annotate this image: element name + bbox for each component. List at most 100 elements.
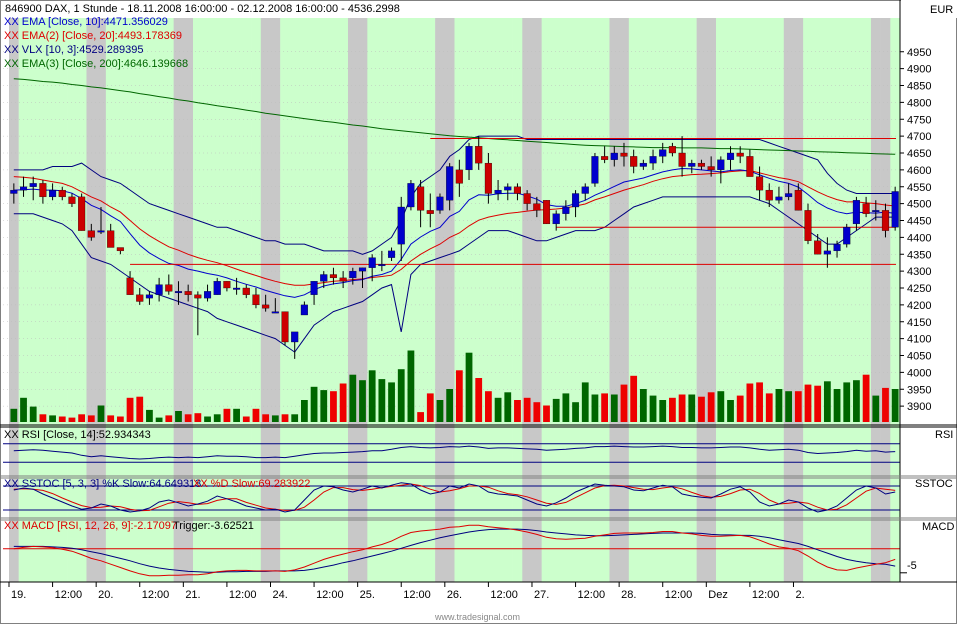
- price-tick-label: 4750: [907, 114, 931, 126]
- price-tick-label: 4600: [907, 165, 931, 177]
- volume-bar: [300, 400, 308, 422]
- volume-bar: [562, 393, 570, 422]
- session-band: [38, 18, 49, 582]
- session-band: [841, 18, 852, 582]
- volume-bar: [494, 397, 502, 422]
- time-tick-label: 19.: [11, 589, 26, 601]
- volume-bar: [378, 379, 386, 422]
- candle-up: [494, 189, 502, 194]
- volume-bar: [746, 383, 754, 422]
- session-band: [638, 18, 649, 582]
- session-band: [502, 18, 513, 582]
- session-band: [590, 18, 601, 582]
- macd-legend[interactable]: XX MACD [RSI, 12, 26, 9]:-2.17097: [4, 520, 177, 532]
- candle-up: [349, 270, 357, 279]
- price-axis[interactable]: 3900 3950 4000 4050 4100 4150 4200 4250 4300 4350…: [900, 47, 931, 413]
- session-band: [725, 18, 736, 582]
- volume-bar: [736, 395, 744, 422]
- candlesticks[interactable]: [10, 136, 899, 359]
- candle-up: [659, 149, 667, 157]
- candle-down: [252, 294, 260, 306]
- session-band: [241, 18, 252, 582]
- volume-bar: [252, 408, 260, 422]
- rsi-panel[interactable]: [3, 443, 900, 463]
- volume-bar: [339, 383, 347, 422]
- session-band: [289, 18, 300, 582]
- volume-bar: [330, 391, 337, 422]
- offhours-band: [522, 18, 533, 582]
- volume-bar: [698, 396, 705, 422]
- session-band: [512, 18, 523, 582]
- volume-bar: [58, 416, 66, 422]
- volume-bar: [862, 374, 870, 422]
- candle-up: [145, 294, 153, 299]
- candle-down: [765, 189, 773, 201]
- volume-bar: [446, 389, 454, 422]
- legend-ema20[interactable]: XX EMA(2) [Close, 20]:4493.178369: [4, 30, 182, 42]
- price-tick-label: 4550: [907, 182, 931, 194]
- candle-up: [562, 206, 570, 214]
- candle-up: [581, 186, 589, 194]
- legend-vlx[interactable]: XX VLX [10, 3]:4529.289395: [4, 44, 143, 56]
- volume-bar: [485, 391, 492, 422]
- time-tick-label: 26.: [447, 589, 462, 601]
- offhours-band: [696, 18, 707, 582]
- candle-down: [601, 156, 609, 160]
- volume-bar: [291, 414, 299, 422]
- candle-up: [436, 196, 444, 211]
- session-band: [386, 18, 397, 582]
- vlx-lower-line: [13, 196, 896, 353]
- volume-bar: [242, 416, 250, 422]
- session-band: [861, 18, 872, 582]
- candle-down: [68, 196, 76, 204]
- volume-bar: [572, 402, 579, 422]
- candle-up: [610, 152, 618, 160]
- price-tick-label: 3900: [907, 401, 931, 413]
- session-band: [570, 18, 581, 582]
- legend-ema200[interactable]: XX EMA(3) [Close, 200]:4646.139668: [4, 58, 188, 70]
- legend-ema10[interactable]: XX EMA [Close, 10]:4471.356029: [4, 16, 168, 28]
- candle-up: [843, 227, 851, 245]
- time-tick-label: 20.: [98, 589, 113, 601]
- rsi-legend[interactable]: XX RSI [Close, 14]:52.934343: [4, 429, 151, 441]
- sstoc-d-legend[interactable]: XX %D Slow:69.283922: [193, 478, 310, 490]
- time-tick-label: Dez: [708, 589, 728, 601]
- price-tick-label: 4000: [907, 367, 931, 379]
- session-band: [163, 18, 174, 582]
- volume-bar: [465, 352, 473, 422]
- sstoc-k-legend[interactable]: XX SSTOC [5, 3, 3] %K Slow:64.649313: [4, 478, 201, 490]
- session-band: [745, 18, 756, 582]
- candle-up: [833, 243, 841, 252]
- offhours-band: [9, 18, 19, 582]
- candle-up: [97, 230, 105, 233]
- ema200-line: [13, 78, 896, 155]
- session-band: [67, 18, 78, 582]
- session-band: [212, 18, 223, 582]
- session-band: [764, 18, 775, 582]
- volume-bar: [349, 374, 357, 422]
- time-axis[interactable]: 19. 12:00 20. 12:00 21. 12:00 24. 12:00 25. 12:00…: [8, 582, 805, 601]
- sstoc-panel[interactable]: [3, 482, 900, 513]
- volume-bar: [320, 390, 328, 422]
- time-tick-label: 24.: [272, 589, 287, 601]
- watermark: www.tradesignal.com: [434, 612, 520, 622]
- time-tick-label: 12:00: [229, 589, 257, 601]
- price-tick-label: 4250: [907, 283, 931, 295]
- volume-bar: [39, 414, 47, 422]
- volume-bar: [455, 370, 463, 422]
- macd-trigger-legend[interactable]: Trigger:-3.62521: [173, 520, 254, 532]
- candle-up: [891, 191, 899, 228]
- volume-bar: [78, 414, 86, 422]
- session-band: [890, 18, 901, 582]
- candle-up: [368, 257, 376, 268]
- session-band: [425, 18, 436, 582]
- candle-up: [174, 291, 183, 294]
- candle-down: [475, 146, 483, 164]
- macd-panel[interactable]: [3, 524, 907, 577]
- candle-up: [155, 284, 163, 295]
- volume-bar: [552, 398, 560, 422]
- session-band: [464, 18, 475, 582]
- offhours-band: [444, 18, 455, 582]
